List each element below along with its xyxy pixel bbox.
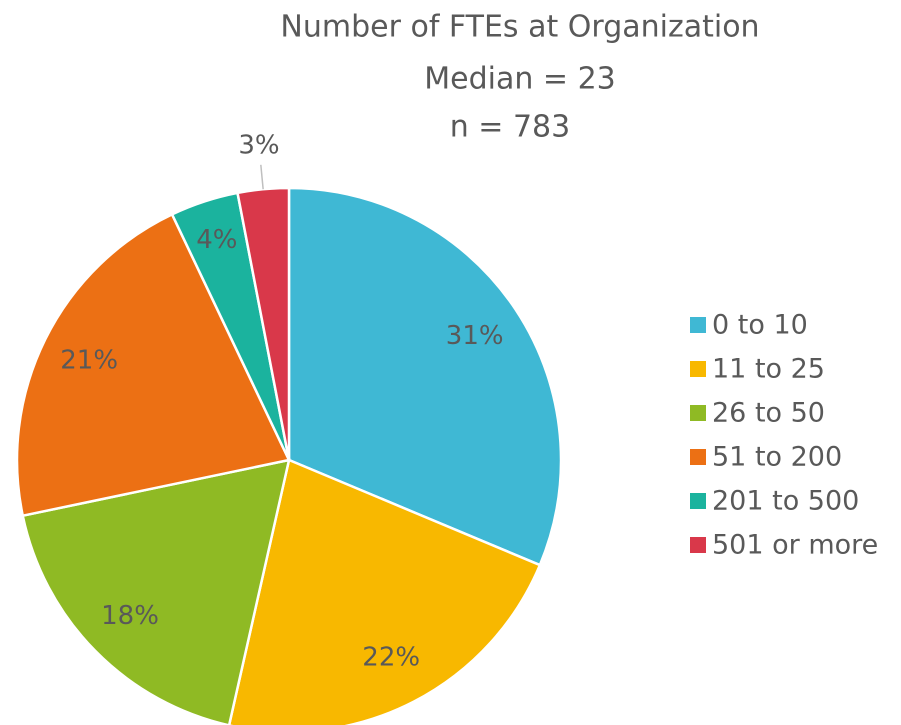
pie-slice [287,186,563,567]
data-label: 21% [60,345,118,375]
pie-slice [15,212,291,518]
chart-title: Number of FTEs at Organization [280,10,759,45]
pie-slice [21,458,291,725]
legend-label: 0 to 10 [712,310,808,341]
data-label: 31% [446,321,504,351]
data-label: 22% [362,643,420,673]
data-label: 18% [101,601,159,631]
legend-swatch [690,449,706,465]
legend-swatch [690,317,706,333]
legend-label: 201 to 500 [712,486,859,517]
data-label: 3% [238,130,279,160]
chart-subtitle: Median = 23 [424,62,616,97]
data-label: 4% [196,225,237,255]
legend-label: 26 to 50 [712,398,825,429]
leader-line [260,164,264,190]
legend-label: 11 to 25 [712,354,825,385]
legend-swatch [690,405,706,421]
legend-swatch [690,493,706,509]
legend-swatch [690,537,706,553]
legend-label: 51 to 200 [712,442,842,473]
legend-label: 501 or more [712,530,878,561]
legend-swatch [690,361,706,377]
chart-subtitle: n = 783 [450,110,570,145]
pie-slice [227,458,542,725]
